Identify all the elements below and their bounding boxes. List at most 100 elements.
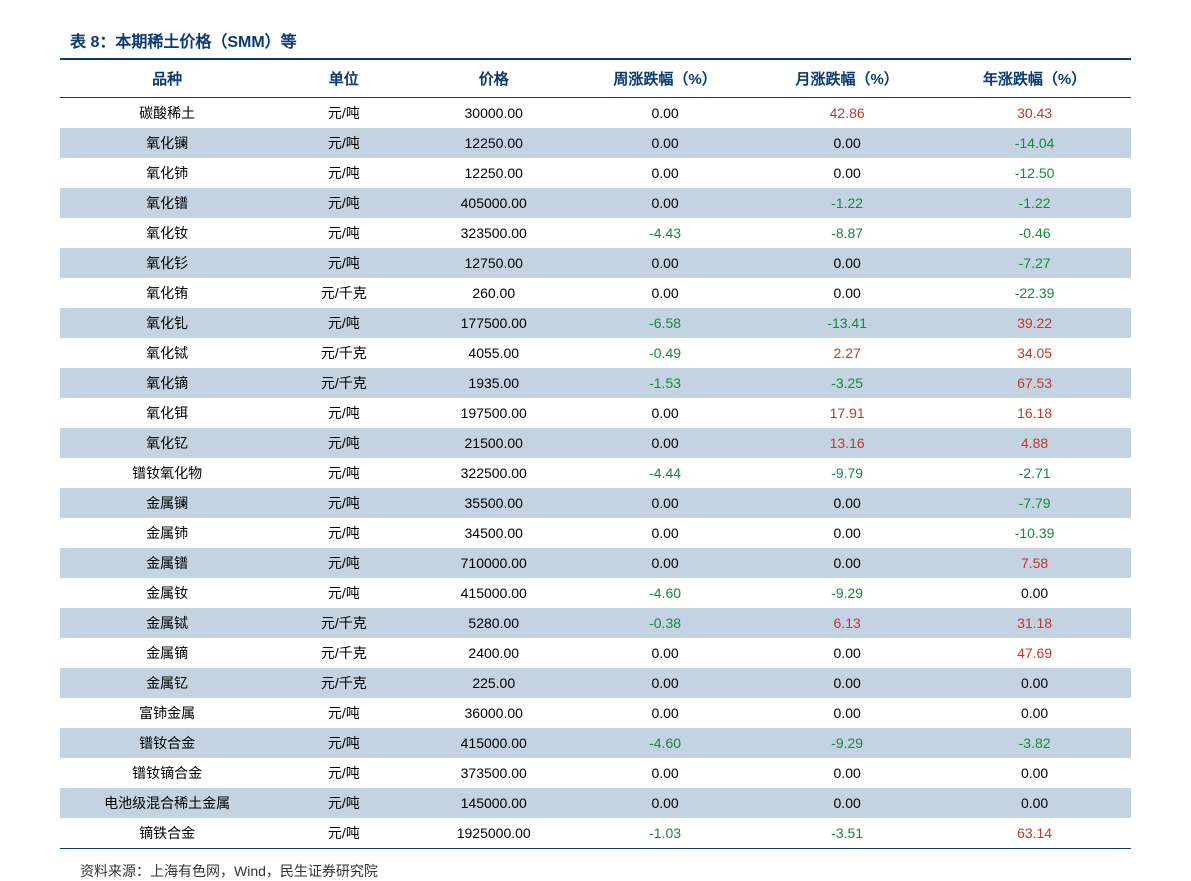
- table-cell: 元/吨: [274, 758, 413, 788]
- table-cell: -10.39: [938, 518, 1131, 548]
- table-cell: 405000.00: [413, 188, 574, 218]
- table-cell: 氧化铕: [60, 278, 274, 308]
- table-cell: 0.00: [756, 248, 938, 278]
- table-cell: 145000.00: [413, 788, 574, 818]
- table-cell: 225.00: [413, 668, 574, 698]
- table-cell: -4.44: [574, 458, 756, 488]
- table-cell: 260.00: [413, 278, 574, 308]
- table-cell: -1.53: [574, 368, 756, 398]
- table-cell: 0.00: [574, 128, 756, 158]
- col-price: 价格: [413, 60, 574, 98]
- table-cell: 0.00: [574, 158, 756, 188]
- table-cell: 2.27: [756, 338, 938, 368]
- table-cell: 元/吨: [274, 218, 413, 248]
- table-cell: 2400.00: [413, 638, 574, 668]
- table-row: 金属镧元/吨35500.000.000.00-7.79: [60, 488, 1131, 518]
- table-cell: 0.00: [574, 758, 756, 788]
- table-cell: 元/吨: [274, 788, 413, 818]
- table-cell: 元/吨: [274, 428, 413, 458]
- table-cell: 0.00: [574, 638, 756, 668]
- table-cell: 34.05: [938, 338, 1131, 368]
- table-row: 金属铽元/千克5280.00-0.386.1331.18: [60, 608, 1131, 638]
- table-cell: 0.00: [574, 248, 756, 278]
- table-row: 镨钕氧化物元/吨322500.00-4.44-9.79-2.71: [60, 458, 1131, 488]
- table-cell: -1.22: [756, 188, 938, 218]
- table-cell: 0.00: [574, 398, 756, 428]
- table-row: 氧化钆元/吨177500.00-6.58-13.4139.22: [60, 308, 1131, 338]
- table-cell: 元/吨: [274, 728, 413, 758]
- table-cell: 373500.00: [413, 758, 574, 788]
- table-row: 富铈金属元/吨36000.000.000.000.00: [60, 698, 1131, 728]
- table-cell: -3.25: [756, 368, 938, 398]
- col-year-change: 年涨跌幅（%）: [938, 60, 1131, 98]
- table-cell: 0.00: [574, 188, 756, 218]
- table-header-row: 品种 单位 价格 周涨跌幅（%） 月涨跌幅（%） 年涨跌幅（%）: [60, 60, 1131, 98]
- table-row: 氧化镨元/吨405000.000.00-1.22-1.22: [60, 188, 1131, 218]
- table-row: 碳酸稀土元/吨30000.000.0042.8630.43: [60, 98, 1131, 129]
- table-cell: 金属铽: [60, 608, 274, 638]
- table-cell: 氧化镨: [60, 188, 274, 218]
- table-cell: 元/吨: [274, 248, 413, 278]
- table-cell: 7.58: [938, 548, 1131, 578]
- table-cell: -1.22: [938, 188, 1131, 218]
- table-cell: 0.00: [574, 698, 756, 728]
- table-cell: 0.00: [574, 548, 756, 578]
- table-cell: 元/吨: [274, 518, 413, 548]
- table-cell: 氧化镝: [60, 368, 274, 398]
- table-row: 电池级混合稀土金属元/吨145000.000.000.000.00: [60, 788, 1131, 818]
- table-cell: 镨钕氧化物: [60, 458, 274, 488]
- table-cell: 镨钕合金: [60, 728, 274, 758]
- table-cell: 322500.00: [413, 458, 574, 488]
- table-cell: 5280.00: [413, 608, 574, 638]
- table-container: 品种 单位 价格 周涨跌幅（%） 月涨跌幅（%） 年涨跌幅（%） 碳酸稀土元/吨…: [60, 58, 1131, 849]
- table-row: 氧化铒元/吨197500.000.0017.9116.18: [60, 398, 1131, 428]
- table-cell: 元/千克: [274, 278, 413, 308]
- table-cell: 47.69: [938, 638, 1131, 668]
- table-cell: 氧化钐: [60, 248, 274, 278]
- col-unit: 单位: [274, 60, 413, 98]
- table-cell: 氧化铽: [60, 338, 274, 368]
- table-row: 镨钕镝合金元/吨373500.000.000.000.00: [60, 758, 1131, 788]
- table-cell: 镨钕镝合金: [60, 758, 274, 788]
- table-row: 氧化钕元/吨323500.00-4.43-8.87-0.46: [60, 218, 1131, 248]
- table-cell: -9.79: [756, 458, 938, 488]
- table-cell: -9.29: [756, 578, 938, 608]
- table-cell: 12750.00: [413, 248, 574, 278]
- table-row: 镨钕合金元/吨415000.00-4.60-9.29-3.82: [60, 728, 1131, 758]
- table-cell: 4055.00: [413, 338, 574, 368]
- table-cell: 0.00: [938, 758, 1131, 788]
- table-cell: 元/吨: [274, 698, 413, 728]
- table-cell: 富铈金属: [60, 698, 274, 728]
- table-cell: 0.00: [756, 668, 938, 698]
- table-row: 氧化钐元/吨12750.000.000.00-7.27: [60, 248, 1131, 278]
- table-cell: 17.91: [756, 398, 938, 428]
- table-cell: -7.79: [938, 488, 1131, 518]
- table-cell: 0.00: [756, 758, 938, 788]
- table-title: 表 8：本期稀土价格（SMM）等: [60, 20, 1131, 58]
- table-cell: 0.00: [574, 488, 756, 518]
- table-cell: 金属镧: [60, 488, 274, 518]
- table-cell: 氧化钇: [60, 428, 274, 458]
- table-cell: 4.88: [938, 428, 1131, 458]
- table-cell: 元/吨: [274, 128, 413, 158]
- table-cell: -7.27: [938, 248, 1131, 278]
- table-cell: -8.87: [756, 218, 938, 248]
- table-cell: 元/吨: [274, 488, 413, 518]
- table-cell: -9.29: [756, 728, 938, 758]
- table-row: 氧化钇元/吨21500.000.0013.164.88: [60, 428, 1131, 458]
- col-week-change: 周涨跌幅（%）: [574, 60, 756, 98]
- table-row: 氧化铈元/吨12250.000.000.00-12.50: [60, 158, 1131, 188]
- table-cell: 元/千克: [274, 338, 413, 368]
- table-cell: -0.46: [938, 218, 1131, 248]
- table-cell: 12250.00: [413, 128, 574, 158]
- table-row: 氧化镝元/千克1935.00-1.53-3.2567.53: [60, 368, 1131, 398]
- table-cell: 0.00: [938, 788, 1131, 818]
- col-variety: 品种: [60, 60, 274, 98]
- table-cell: 39.22: [938, 308, 1131, 338]
- table-cell: 金属钇: [60, 668, 274, 698]
- table-cell: 0.00: [574, 668, 756, 698]
- table-cell: 31.18: [938, 608, 1131, 638]
- table-cell: 元/吨: [274, 188, 413, 218]
- table-cell: -2.71: [938, 458, 1131, 488]
- table-cell: 氧化铒: [60, 398, 274, 428]
